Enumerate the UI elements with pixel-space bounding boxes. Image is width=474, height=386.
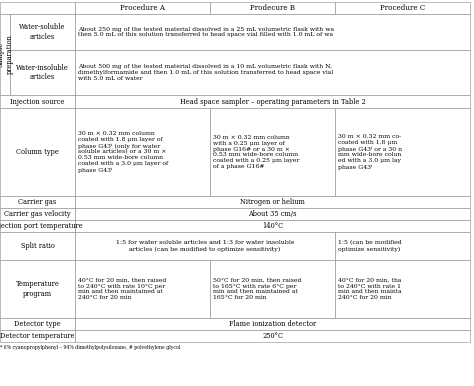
Bar <box>0 108 75 196</box>
Bar <box>0 208 75 220</box>
Bar <box>335 2 470 14</box>
Text: Procedure C: Procedure C <box>380 4 425 12</box>
Text: 140°C: 140°C <box>262 222 283 230</box>
Text: About 35 cm/s: About 35 cm/s <box>248 210 297 218</box>
Text: 1:5 (can be modified
optimize sensitivity): 1:5 (can be modified optimize sensitivit… <box>338 240 402 252</box>
Bar <box>0 260 75 318</box>
Text: * 6% cyanopropylphenyl – 94% dimethylpolysiloxane, # polvethylene glycol: * 6% cyanopropylphenyl – 94% dimethylpol… <box>0 345 181 350</box>
Bar <box>335 108 470 196</box>
Text: Split ratio: Split ratio <box>20 242 55 250</box>
Text: 30 m × 0.32 mm co-
coated with 1.8 μm
phase G43ⁱ or a 30 n
mm wide-bore colun
ed: 30 m × 0.32 mm co- coated with 1.8 μm ph… <box>338 134 402 170</box>
Text: Detector temperature: Detector temperature <box>0 332 75 340</box>
Bar <box>75 260 210 318</box>
Bar <box>0 318 75 330</box>
Bar <box>75 108 210 196</box>
Bar <box>75 196 470 208</box>
Text: Procedure A: Procedure A <box>120 4 165 12</box>
Bar <box>0 220 75 232</box>
Text: 250°C: 250°C <box>262 332 283 340</box>
Text: Water-insoluble
articles: Water-insoluble articles <box>16 64 69 81</box>
Text: Injection source: Injection source <box>10 98 64 105</box>
Text: Detector type: Detector type <box>14 320 61 328</box>
Bar <box>10 14 75 50</box>
Bar <box>75 220 470 232</box>
Text: Nitrogen or helium: Nitrogen or helium <box>240 198 305 206</box>
Bar <box>210 260 335 318</box>
Text: Carrier gas velocity: Carrier gas velocity <box>4 210 71 218</box>
Bar <box>75 318 470 330</box>
Text: Head space sampler – operating parameters in Table 2: Head space sampler – operating parameter… <box>180 98 365 105</box>
Bar <box>0 330 75 342</box>
Bar <box>75 50 470 95</box>
Text: Flame ionization detector: Flame ionization detector <box>229 320 316 328</box>
Text: Sample
preparation: Sample preparation <box>0 35 14 74</box>
Bar <box>210 108 335 196</box>
Text: Prodecure B: Prodecure B <box>250 4 295 12</box>
Bar <box>75 14 470 50</box>
Text: Column type: Column type <box>16 148 59 156</box>
Bar <box>75 208 470 220</box>
Bar <box>75 232 335 260</box>
Bar <box>75 330 470 342</box>
Text: About 500 mg of the tested material dissolved in a 10 mL volumetric flask with N: About 500 mg of the tested material diss… <box>78 64 333 81</box>
Bar <box>75 2 210 14</box>
Text: Injection port temperature: Injection port temperature <box>0 222 83 230</box>
Text: 40°C for 20 min, tha
to 240°C with rate 1
min and then mainta
240°C for 20 min: 40°C for 20 min, tha to 240°C with rate … <box>338 278 401 300</box>
Text: 1:5 for water soluble articles and 1:3 for water insoluble
articles (can be modi: 1:5 for water soluble articles and 1:3 f… <box>116 240 294 252</box>
Text: 30 m × 0.32 mm column
with a 0.25 μm layer of
phase G16# or a 30 m ×
0.53 mm wid: 30 m × 0.32 mm column with a 0.25 μm lay… <box>213 135 300 169</box>
Text: About 250 mg of the tested material dissolved in a 25 mL volumetric flask with w: About 250 mg of the tested material diss… <box>78 27 334 37</box>
Text: 50°C for 20 min, then raised
to 165°C with rate 6°C per
min and then maintained : 50°C for 20 min, then raised to 165°C wi… <box>213 278 301 300</box>
Bar <box>210 2 335 14</box>
Bar <box>0 196 75 208</box>
Bar <box>335 232 470 260</box>
Text: 30 m × 0.32 mm column
coated with 1.8 μm layer of
phase G43ⁱ (only for water
sol: 30 m × 0.32 mm column coated with 1.8 μm… <box>78 131 168 173</box>
Text: Water-soluble
articles: Water-soluble articles <box>19 24 66 41</box>
Bar <box>0 2 75 14</box>
Bar <box>10 50 75 95</box>
Text: Carrier gas: Carrier gas <box>18 198 56 206</box>
Bar <box>0 14 10 95</box>
Text: Temperature
program: Temperature program <box>16 280 59 298</box>
Bar <box>0 232 75 260</box>
Text: 40°C for 20 min, then raised
to 240°C with rate 10°C per
min and then maintained: 40°C for 20 min, then raised to 240°C wi… <box>78 278 166 300</box>
Bar <box>75 95 470 108</box>
Bar <box>335 260 470 318</box>
Bar <box>0 95 75 108</box>
